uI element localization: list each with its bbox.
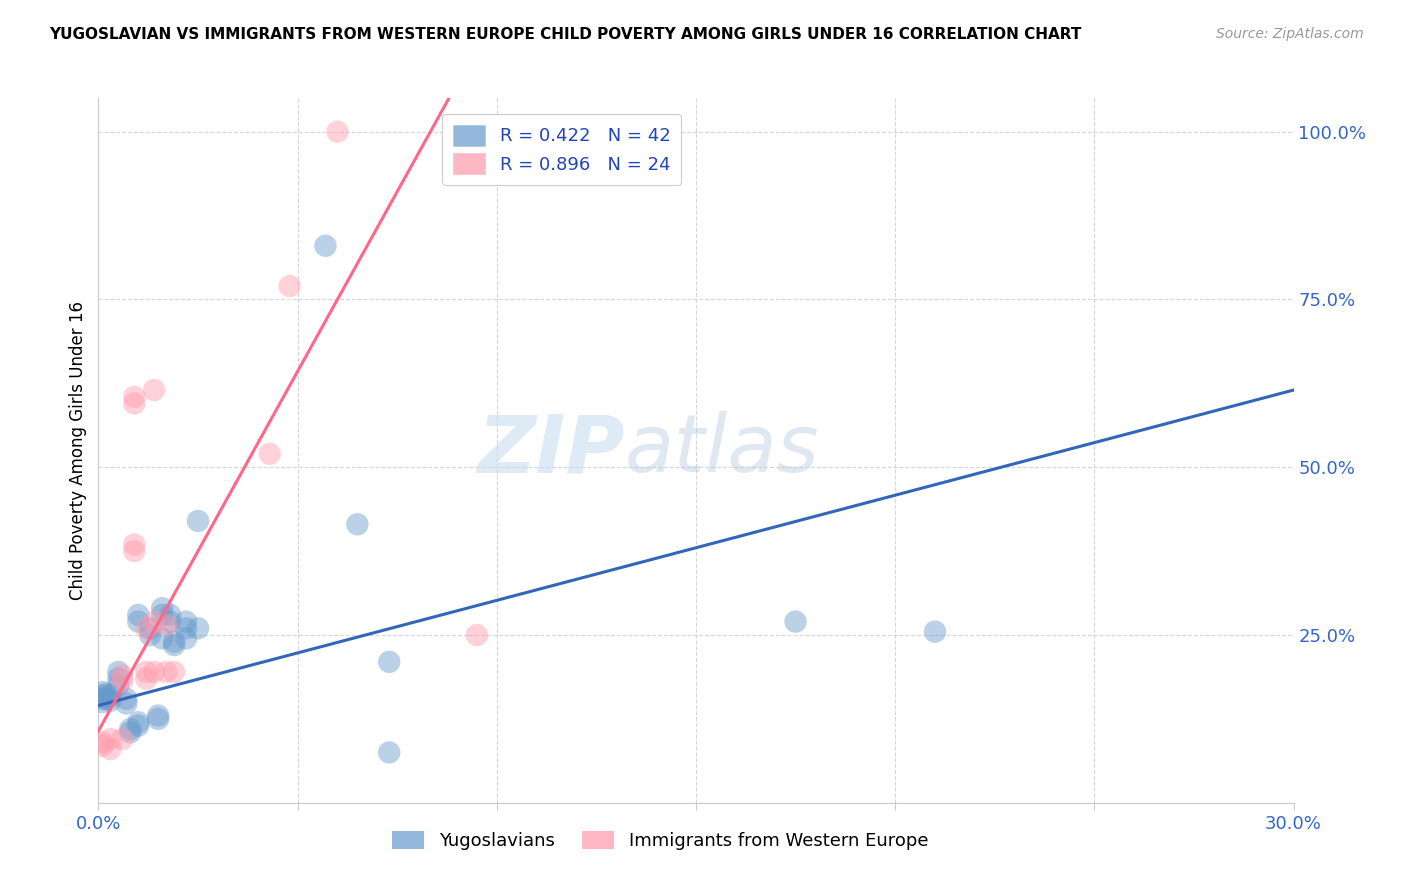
- Point: [91, 691, 114, 706]
- Point: [150, 632, 173, 646]
- Point: [378, 746, 401, 760]
- Point: [378, 655, 401, 669]
- Point: [135, 672, 157, 686]
- Point: [107, 672, 129, 686]
- Point: [174, 632, 197, 646]
- Text: Source: ZipAtlas.com: Source: ZipAtlas.com: [1216, 27, 1364, 41]
- Point: [98, 742, 122, 756]
- Point: [124, 390, 146, 404]
- Point: [91, 739, 114, 753]
- Text: atlas: atlas: [624, 411, 820, 490]
- Point: [924, 624, 946, 639]
- Point: [159, 615, 181, 629]
- Point: [259, 447, 281, 461]
- Point: [96, 691, 118, 706]
- Point: [127, 607, 149, 622]
- Point: [107, 678, 129, 692]
- Point: [127, 715, 149, 730]
- Point: [143, 383, 166, 397]
- Point: [155, 665, 177, 679]
- Point: [465, 628, 488, 642]
- Point: [155, 618, 177, 632]
- Point: [127, 615, 149, 629]
- Point: [326, 125, 349, 139]
- Point: [315, 239, 337, 253]
- Point: [148, 712, 170, 726]
- Point: [150, 601, 173, 615]
- Point: [91, 689, 114, 703]
- Point: [107, 665, 129, 679]
- Point: [150, 607, 173, 622]
- Point: [115, 697, 138, 711]
- Y-axis label: Child Poverty Among Girls Under 16: Child Poverty Among Girls Under 16: [69, 301, 87, 600]
- Point: [143, 615, 166, 629]
- Point: [120, 725, 142, 739]
- Point: [135, 665, 157, 679]
- Point: [135, 621, 157, 635]
- Legend: Yugoslavians, Immigrants from Western Europe: Yugoslavians, Immigrants from Western Eu…: [385, 823, 935, 857]
- Point: [124, 396, 146, 410]
- Point: [96, 690, 118, 704]
- Point: [187, 621, 209, 635]
- Point: [91, 735, 114, 749]
- Point: [148, 708, 170, 723]
- Text: ZIP: ZIP: [477, 411, 624, 490]
- Point: [111, 668, 134, 682]
- Point: [174, 621, 197, 635]
- Point: [187, 514, 209, 528]
- Point: [111, 673, 134, 688]
- Point: [174, 615, 197, 629]
- Point: [143, 665, 166, 679]
- Point: [124, 537, 146, 551]
- Point: [163, 634, 186, 648]
- Text: YUGOSLAVIAN VS IMMIGRANTS FROM WESTERN EUROPE CHILD POVERTY AMONG GIRLS UNDER 16: YUGOSLAVIAN VS IMMIGRANTS FROM WESTERN E…: [49, 27, 1081, 42]
- Point: [163, 638, 186, 652]
- Point: [96, 687, 118, 701]
- Point: [127, 718, 149, 732]
- Point: [346, 517, 368, 532]
- Point: [111, 732, 134, 747]
- Point: [98, 694, 122, 708]
- Point: [98, 689, 122, 703]
- Point: [139, 621, 162, 635]
- Point: [278, 279, 301, 293]
- Point: [120, 722, 142, 736]
- Point: [91, 695, 114, 709]
- Point: [98, 732, 122, 747]
- Point: [163, 665, 186, 679]
- Point: [785, 615, 807, 629]
- Point: [91, 685, 114, 699]
- Point: [159, 607, 181, 622]
- Point: [139, 628, 162, 642]
- Point: [115, 691, 138, 706]
- Point: [124, 544, 146, 558]
